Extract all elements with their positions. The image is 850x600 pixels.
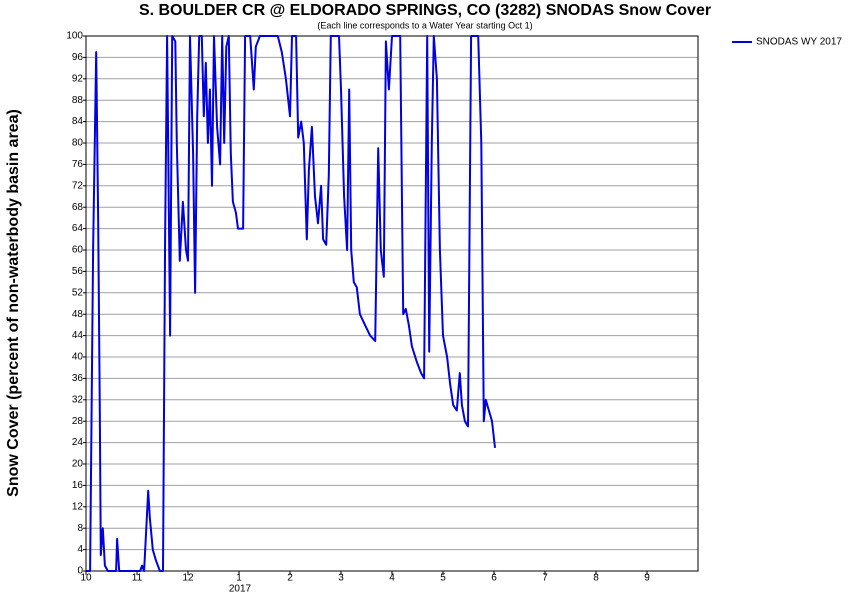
- y-tick-label: 76: [72, 159, 84, 170]
- y-tick-label: 20: [72, 459, 84, 470]
- y-tick-label: 48: [72, 309, 84, 320]
- x-tick-label: 5: [440, 573, 446, 584]
- y-tick-label: 40: [72, 352, 84, 363]
- x-tick-label: 1: [236, 573, 242, 584]
- y-tick-label: 64: [72, 223, 84, 234]
- x-tick-label: 9: [644, 573, 650, 584]
- x-tick-label: 7: [542, 573, 548, 584]
- y-tick-label: 36: [72, 373, 84, 384]
- y-tick-label: 88: [72, 95, 84, 106]
- x-tick-label: 2: [287, 573, 293, 584]
- chart-title: S. BOULDER CR @ ELDORADO SPRINGS, CO (32…: [139, 2, 711, 19]
- y-tick-label: 92: [72, 73, 84, 84]
- y-tick-label: 24: [72, 437, 84, 448]
- x-tick-label: 4: [389, 573, 395, 584]
- grid: [86, 35, 698, 572]
- y-tick-label: 80: [72, 138, 84, 149]
- plot-frame: [85, 35, 699, 572]
- y-tick-label: 44: [72, 330, 84, 341]
- y-tick-label: 12: [72, 501, 84, 512]
- x-tick-label: 6: [491, 573, 497, 584]
- y-tick-label: 28: [72, 416, 84, 427]
- y-tick-label: 52: [72, 287, 84, 298]
- y-tick-label: 60: [72, 245, 84, 256]
- x-tick-label: 11: [132, 573, 143, 584]
- year-label: 2017: [229, 584, 252, 595]
- plot: [86, 35, 496, 572]
- chart-subtitle: (Each line corresponds to a Water Year s…: [317, 20, 532, 30]
- y-tick-label: 72: [72, 180, 84, 191]
- y-tick-label: 8: [77, 523, 83, 534]
- x-tick-label: 12: [182, 573, 194, 584]
- y-tick-label: 4: [77, 544, 83, 555]
- y-tick-label: 96: [72, 52, 84, 63]
- y-tick-label: 68: [72, 202, 84, 213]
- x-tick-label: 10: [80, 573, 92, 584]
- x-tick-label: 3: [338, 573, 344, 584]
- y-tick-label: 16: [72, 480, 84, 491]
- y-tick-label: 100: [66, 31, 83, 42]
- y-tick-label: 84: [72, 116, 84, 127]
- legend-label: SNODAS WY 2017: [756, 37, 842, 48]
- y-tick-label: 32: [72, 394, 84, 405]
- y-tick-label: 0: [77, 566, 83, 577]
- y-axis-label: Snow Cover (percent of non-waterbody bas…: [5, 109, 22, 497]
- x-tick-label: 8: [593, 573, 599, 584]
- y-tick-label: 56: [72, 266, 84, 277]
- data-line: [86, 35, 496, 572]
